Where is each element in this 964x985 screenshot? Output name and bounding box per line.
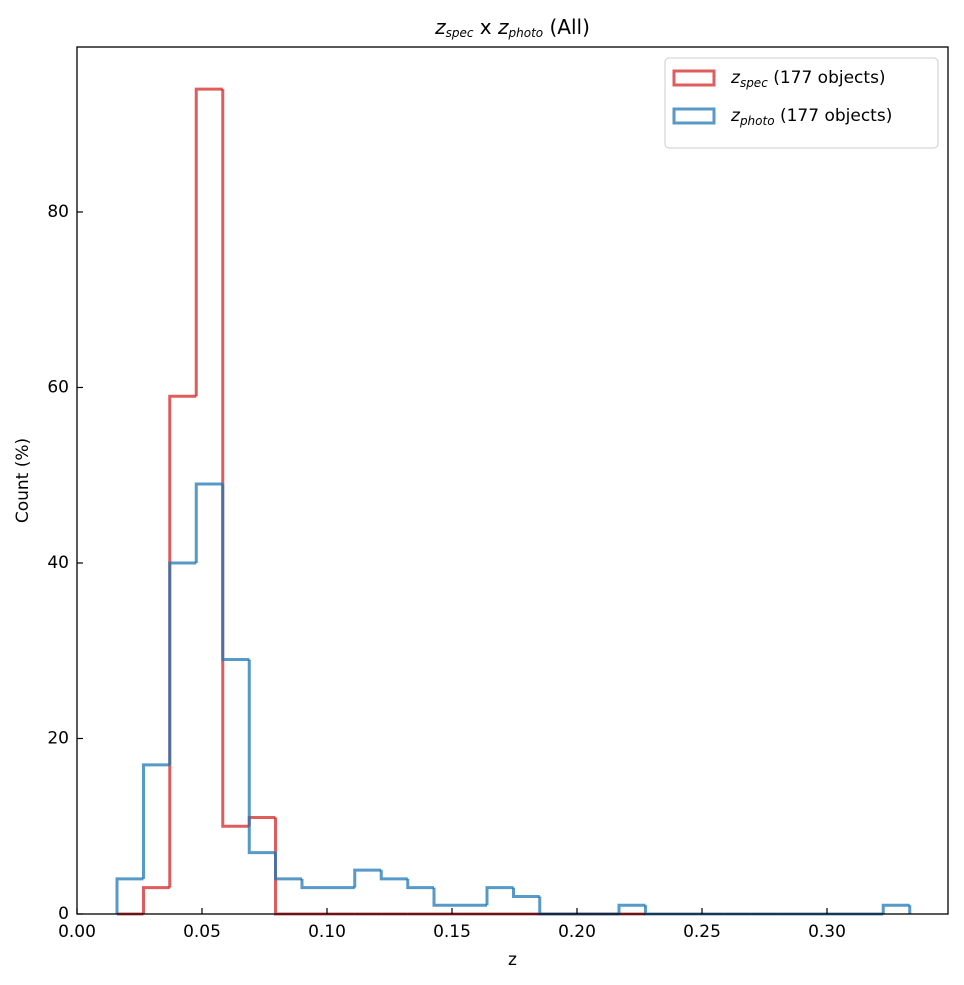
hist-step [142,886,170,914]
hist-step [142,763,170,879]
x-tick-label: 0.30 [808,922,846,942]
y-tick-label: 0 [58,904,69,924]
hist-step [379,870,408,881]
hist-step [221,89,250,828]
hist-step [274,852,302,881]
x-tick-label: 0.10 [308,922,346,942]
y-tick-label: 80 [47,202,69,222]
hist-step [353,868,382,888]
hist-step [247,659,276,855]
legend-label: zphoto​ (177 objects) [730,106,892,128]
hist-step [432,887,461,907]
x-tick-label: 0.20 [558,922,596,942]
x-tick-label: 0.05 [183,922,221,942]
legend-box [664,57,939,149]
legend-swatch [672,107,716,125]
hist-step [485,886,514,906]
y-axis-label: Count (%) [13,438,33,523]
y-tick-label: 20 [47,728,69,748]
plot-frame [76,46,949,915]
hist-step [617,903,646,914]
y-tick-label: 60 [47,377,69,397]
x-tick-label: 0.00 [58,922,96,942]
hist-step [406,878,434,890]
hist-step [194,482,223,563]
hist-step [115,877,144,914]
hist-step [300,878,329,890]
legend-swatch [672,69,716,87]
x-axis-label: z [508,950,517,970]
chart-title: zspec​ x zphoto​ (All) [434,15,590,40]
hist-step [512,887,540,898]
hist-step [221,484,250,662]
legend-label: zspec​ (177 objects) [730,68,886,90]
y-tick-label: 40 [47,553,69,573]
hist-step [194,87,223,397]
x-tick-label: 0.15 [433,922,471,942]
x-tick-label: 0.25 [683,922,721,942]
hist-step [168,561,197,765]
hist-step [881,903,910,914]
